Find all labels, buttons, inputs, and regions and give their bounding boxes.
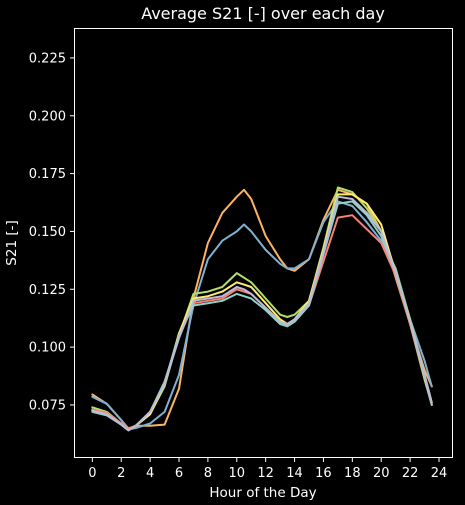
- x-axis: 0 2 4 6 8 10 12 14 16 18 20 22 24: [88, 457, 447, 481]
- series-line-5: [91, 214, 433, 431]
- series-line-6: [91, 200, 433, 432]
- x-tick-label: 0: [88, 466, 96, 481]
- x-tick-label: 4: [146, 466, 154, 481]
- series-layer: [91, 186, 433, 432]
- x-tick-label: 20: [373, 466, 390, 481]
- y-tick-label: 0.150: [29, 225, 66, 240]
- x-tick-label: 12: [257, 466, 274, 481]
- y-tick-label: 0.225: [29, 51, 66, 66]
- x-axis-title: Hour of the Day: [209, 485, 316, 501]
- x-tick-label: 6: [175, 466, 183, 481]
- plot-area-frame: [74, 28, 453, 458]
- x-tick-label: 14: [286, 466, 303, 481]
- y-axis-title: S21 [-]: [4, 220, 20, 265]
- series-line-7: [91, 195, 433, 432]
- x-tick-label: 22: [402, 466, 419, 481]
- y-tick-label: 0.175: [29, 167, 66, 182]
- x-tick-label: 2: [117, 466, 125, 481]
- chart-title: Average S21 [-] over each day: [141, 4, 385, 23]
- x-tick-label: 18: [344, 466, 361, 481]
- y-tick-label: 0.125: [29, 283, 66, 298]
- y-tick-label: 0.200: [29, 109, 66, 124]
- series-line-2: [91, 200, 433, 431]
- y-axis: 0.075 0.100 0.125 0.150 0.175 0.200 0.225: [29, 51, 75, 413]
- x-tick-label: 10: [229, 466, 246, 481]
- x-tick-label: 16: [315, 466, 332, 481]
- y-tick-label: 0.100: [29, 341, 66, 356]
- y-tick-label: 0.075: [29, 398, 66, 413]
- x-tick-label: 24: [431, 466, 448, 481]
- x-tick-label: 8: [204, 466, 212, 481]
